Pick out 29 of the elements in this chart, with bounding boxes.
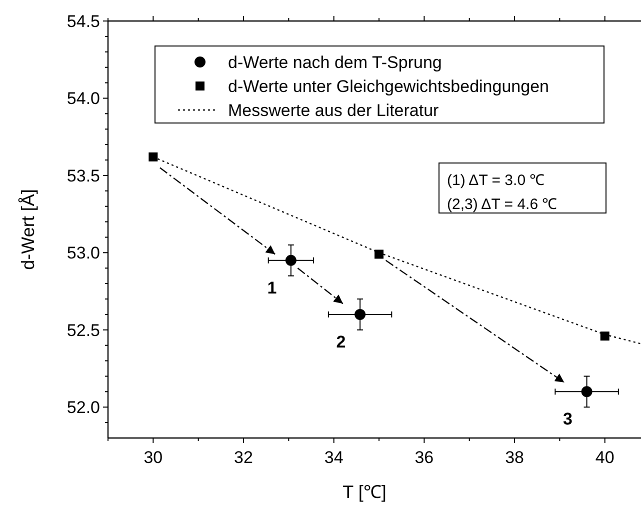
x-tick-label: 40 <box>595 448 614 467</box>
annotation: (1) ΔT = 3.0 ℃ <box>447 172 545 189</box>
y-tick-label: 53.0 <box>66 244 100 263</box>
annotation: (2,3) ΔT = 4.6 ℃ <box>447 196 558 213</box>
point <box>600 332 610 341</box>
legend-label: Messwerte aus der Literatur <box>228 101 440 120</box>
legend-label: d-Werte nach dem T-Sprung <box>228 53 442 72</box>
point <box>285 254 296 266</box>
x-tick-label: 34 <box>324 448 344 467</box>
point <box>148 152 158 162</box>
point <box>354 308 366 320</box>
x-tick-label: 38 <box>505 448 524 467</box>
x-tick-label: 30 <box>144 448 163 467</box>
x-tick-label: 32 <box>234 448 253 467</box>
y-tick-label: 52.0 <box>66 398 100 418</box>
note-box: (1) ΔT = 3.0 ℃ (2,3) ΔT = 4.6 ℃ <box>438 162 606 214</box>
x-axis-title: T [℃] <box>342 482 386 502</box>
point <box>374 250 384 259</box>
y-tick-label: 54.0 <box>66 89 100 108</box>
annotation: 1 <box>267 278 277 298</box>
x-tick-label: 36 <box>414 448 434 467</box>
annotation: 3 <box>563 410 573 429</box>
legend-label: d-Werte unter Gleichgewichtsbedingungen <box>228 77 549 96</box>
annotation: 2 <box>336 332 346 352</box>
y-tick-label: 54.5 <box>66 12 100 31</box>
y-tick-label: 53.5 <box>66 166 100 186</box>
point <box>581 386 592 398</box>
y-tick-label: 52.5 <box>66 320 100 340</box>
y-axis-title: d-Wert [Å] <box>18 189 38 270</box>
